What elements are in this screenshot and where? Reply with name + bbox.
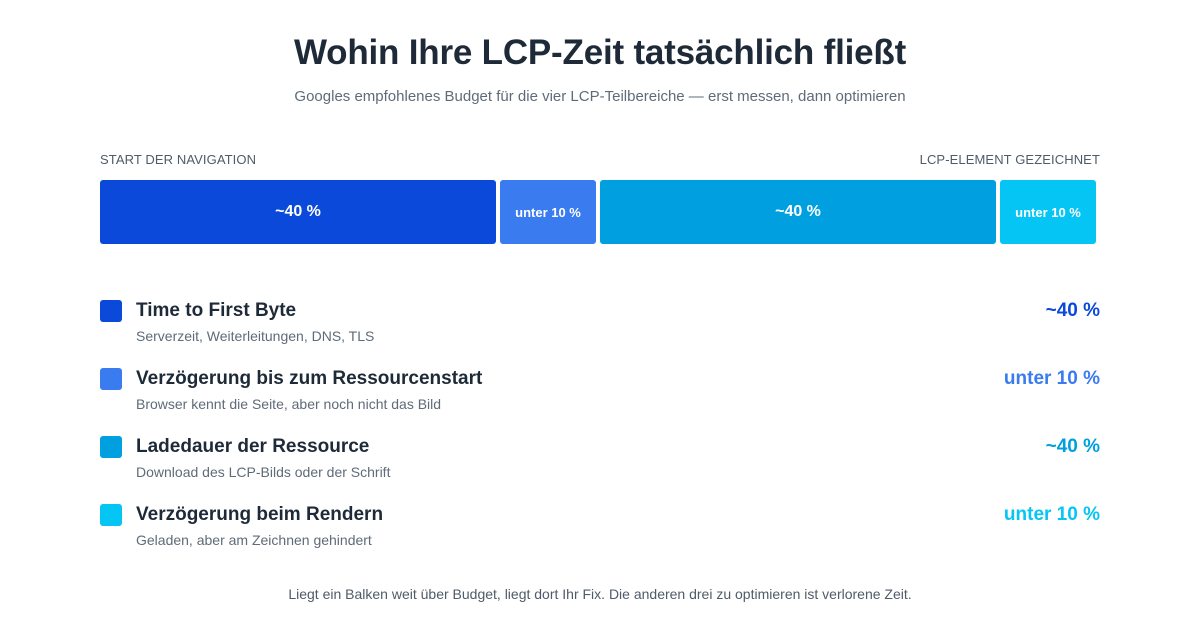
bar-segment-ttfb-label: ~40 % (275, 203, 321, 220)
legend-item-load-delay: Verzögerung bis zum Ressourcenstart Brow… (100, 368, 1100, 428)
legend-item-title: Time to First Byte (136, 300, 297, 321)
legend-item-value: ~40 % (1045, 436, 1100, 457)
lcp-budget-bar: ~40 % unter 10 % ~40 % unter 10 % (100, 180, 1096, 244)
legend-swatch (100, 504, 122, 526)
axis-end-label: LCP-ELEMENT GEZEICHNET (919, 152, 1100, 167)
legend-item-value: ~40 % (1045, 300, 1100, 321)
legend-item-desc: Download des LCP-Bilds oder der Schrift (136, 464, 391, 480)
legend-item-render-delay: Verzögerung beim Rendern Geladen, aber a… (100, 504, 1100, 564)
legend-item-ttfb: Time to First Byte Serverzeit, Weiterlei… (100, 300, 1100, 360)
legend-swatch (100, 368, 122, 390)
legend-item-title: Verzögerung beim Rendern (136, 504, 384, 525)
legend-item-value: unter 10 % (1003, 504, 1100, 525)
legend-item-desc: Geladen, aber am Zeichnen gehindert (136, 532, 372, 548)
page-title: Wohin Ihre LCP-Zeit tatsächlich fließt (293, 33, 907, 72)
bar-segment-ttfb: ~40 % (100, 180, 496, 244)
page-subtitle: Googles empfohlenes Budget für die vier … (294, 88, 906, 105)
footer-note: Liegt ein Balken weit über Budget, liegt… (288, 586, 912, 602)
legend-item-title: Ladedauer der Ressource (136, 436, 370, 457)
legend-item-desc: Browser kennt die Seite, aber noch nicht… (136, 396, 442, 412)
legend-item-load-duration: Ladedauer der Ressource Download des LCP… (100, 436, 1100, 496)
legend-swatch (100, 300, 122, 322)
legend-item-title: Verzögerung bis zum Ressourcenstart (136, 368, 483, 389)
bar-segment-render-delay-label: unter 10 % (1015, 204, 1081, 220)
axis-start-label: START DER NAVIGATION (100, 152, 257, 167)
bar-segment-load-delay-label: unter 10 % (515, 204, 581, 220)
bar-segment-render-delay: unter 10 % (1000, 180, 1096, 244)
legend-item-value: unter 10 % (1003, 368, 1100, 389)
legend-item-desc: Serverzeit, Weiterleitungen, DNS, TLS (136, 328, 375, 344)
bar-segment-load-duration-label: ~40 % (775, 203, 821, 220)
bar-segment-load-delay: unter 10 % (500, 180, 596, 244)
bar-segment-load-duration: ~40 % (600, 180, 996, 244)
legend-swatch (100, 436, 122, 458)
